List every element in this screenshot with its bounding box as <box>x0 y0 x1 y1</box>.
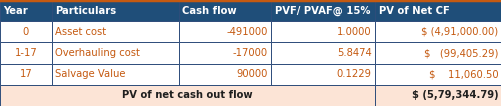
Bar <box>374 0 501 21</box>
Text: 0.1229: 0.1229 <box>336 69 371 79</box>
Text: PV of net cash out flow: PV of net cash out flow <box>122 90 253 100</box>
Bar <box>271 42 374 64</box>
Bar <box>374 64 501 85</box>
Bar <box>374 21 501 42</box>
Text: $   (99,405.29): $ (99,405.29) <box>423 48 497 58</box>
Bar <box>0 0 52 21</box>
Text: Asset cost: Asset cost <box>55 27 106 37</box>
Text: 1.0000: 1.0000 <box>336 27 371 37</box>
Bar <box>52 0 178 21</box>
Bar <box>0 64 52 85</box>
Bar <box>374 42 501 64</box>
Text: 1-17: 1-17 <box>15 48 37 58</box>
Bar <box>178 64 271 85</box>
Text: Cash flow: Cash flow <box>182 6 236 16</box>
Bar <box>52 21 178 42</box>
Text: $ (5,79,344.79): $ (5,79,344.79) <box>411 90 497 100</box>
Text: 17: 17 <box>20 69 32 79</box>
Text: Particulars: Particulars <box>55 6 116 16</box>
Text: PV of Net CF: PV of Net CF <box>378 6 448 16</box>
Bar <box>52 64 178 85</box>
Bar <box>178 0 271 21</box>
Bar <box>0 85 374 106</box>
Text: Overhauling cost: Overhauling cost <box>55 48 140 58</box>
Text: PVF/ PVAF@ 15%: PVF/ PVAF@ 15% <box>274 6 369 16</box>
Text: $ (4,91,000.00): $ (4,91,000.00) <box>420 27 497 37</box>
Bar <box>52 42 178 64</box>
Bar <box>178 21 271 42</box>
Bar <box>374 85 501 106</box>
Text: 0: 0 <box>23 27 29 37</box>
Text: -17000: -17000 <box>232 48 267 58</box>
Text: 5.8474: 5.8474 <box>336 48 371 58</box>
Bar <box>178 42 271 64</box>
Bar <box>271 0 374 21</box>
Text: Salvage Value: Salvage Value <box>55 69 126 79</box>
Text: $    11,060.50: $ 11,060.50 <box>428 69 497 79</box>
Bar <box>0 21 52 42</box>
Text: -491000: -491000 <box>226 27 267 37</box>
Bar <box>271 21 374 42</box>
Text: 90000: 90000 <box>236 69 267 79</box>
Bar <box>271 64 374 85</box>
Text: Year: Year <box>4 6 28 16</box>
Bar <box>0 42 52 64</box>
